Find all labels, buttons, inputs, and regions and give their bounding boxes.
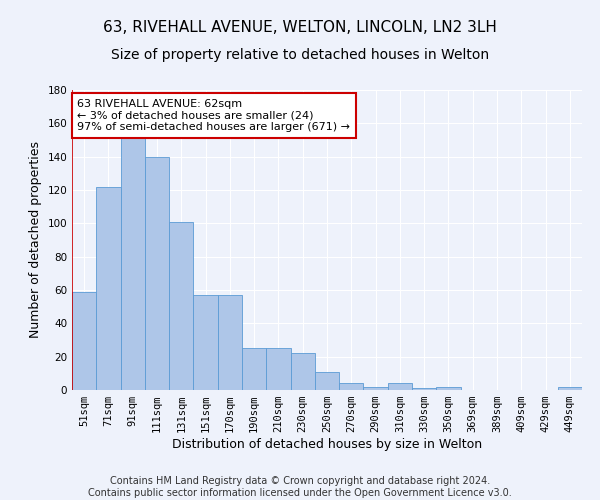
Bar bbox=[193, 295, 218, 390]
Bar bbox=[315, 372, 339, 390]
Y-axis label: Number of detached properties: Number of detached properties bbox=[29, 142, 42, 338]
Bar bbox=[145, 156, 169, 390]
Bar bbox=[290, 354, 315, 390]
Bar bbox=[364, 386, 388, 390]
Bar bbox=[96, 186, 121, 390]
Bar bbox=[558, 386, 582, 390]
Bar bbox=[72, 292, 96, 390]
Text: Size of property relative to detached houses in Welton: Size of property relative to detached ho… bbox=[111, 48, 489, 62]
Bar bbox=[266, 348, 290, 390]
Bar bbox=[242, 348, 266, 390]
Bar bbox=[436, 386, 461, 390]
Text: Contains HM Land Registry data © Crown copyright and database right 2024.
Contai: Contains HM Land Registry data © Crown c… bbox=[88, 476, 512, 498]
Text: 63 RIVEHALL AVENUE: 62sqm
← 3% of detached houses are smaller (24)
97% of semi-d: 63 RIVEHALL AVENUE: 62sqm ← 3% of detach… bbox=[77, 99, 350, 132]
Bar bbox=[218, 295, 242, 390]
Bar bbox=[339, 384, 364, 390]
Bar bbox=[412, 388, 436, 390]
X-axis label: Distribution of detached houses by size in Welton: Distribution of detached houses by size … bbox=[172, 438, 482, 451]
Bar bbox=[169, 222, 193, 390]
Bar bbox=[121, 138, 145, 390]
Text: 63, RIVEHALL AVENUE, WELTON, LINCOLN, LN2 3LH: 63, RIVEHALL AVENUE, WELTON, LINCOLN, LN… bbox=[103, 20, 497, 35]
Bar bbox=[388, 384, 412, 390]
